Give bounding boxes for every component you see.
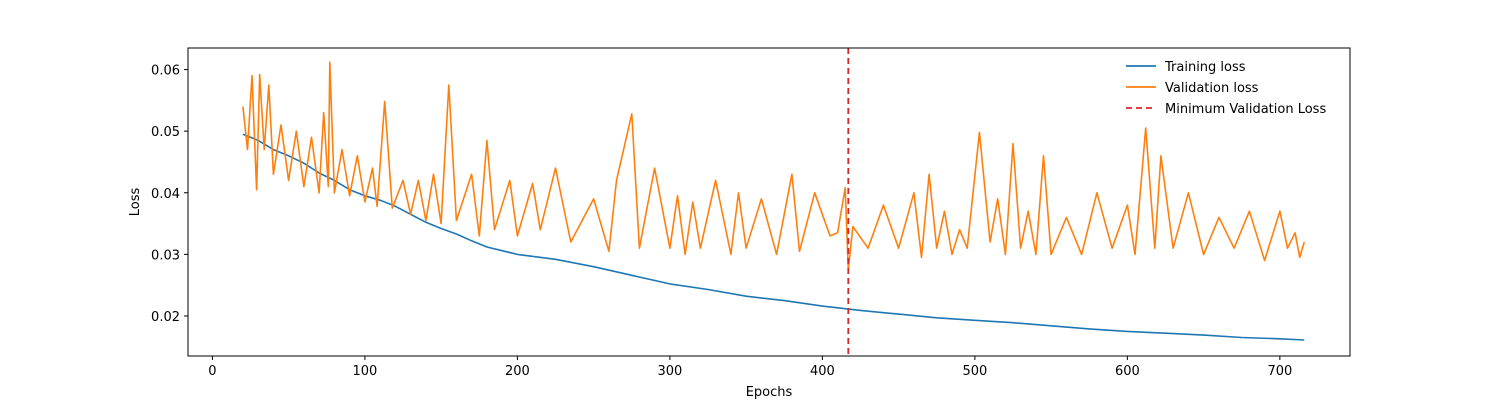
legend-label: Minimum Validation Loss xyxy=(1165,102,1326,117)
y-tick-label: 0.05 xyxy=(151,125,180,140)
x-tick-label: 400 xyxy=(810,364,835,379)
x-tick-label: 0 xyxy=(208,364,216,379)
legend-label: Validation loss xyxy=(1165,81,1259,96)
y-tick-label: 0.06 xyxy=(151,64,180,79)
x-tick-label: 700 xyxy=(1267,364,1292,379)
x-axis-label: Epochs xyxy=(746,385,793,400)
series-line-training-loss xyxy=(242,133,1305,341)
x-tick-label: 600 xyxy=(1115,364,1140,379)
axes-ticks: 0 100 200 300 400 500 600 700 0.02 0.03 0.04 0.05 0.… xyxy=(151,64,1292,379)
y-axis-label: Loss xyxy=(128,188,143,217)
y-tick-label: 0.04 xyxy=(151,187,180,202)
x-tick-label: 200 xyxy=(505,364,530,379)
y-tick-label: 0.02 xyxy=(151,310,180,325)
x-tick-label: 300 xyxy=(657,364,682,379)
x-tick-label: 100 xyxy=(352,364,377,379)
plot-frame xyxy=(187,47,1351,357)
legend: Training loss Validation loss Minimum Vali… xyxy=(1126,60,1326,117)
plot-area xyxy=(187,47,1351,357)
y-tick-label: 0.03 xyxy=(151,248,180,263)
series-line-validation-loss xyxy=(242,61,1306,271)
x-tick-label: 500 xyxy=(962,364,987,379)
legend-label: Training loss xyxy=(1164,60,1246,75)
